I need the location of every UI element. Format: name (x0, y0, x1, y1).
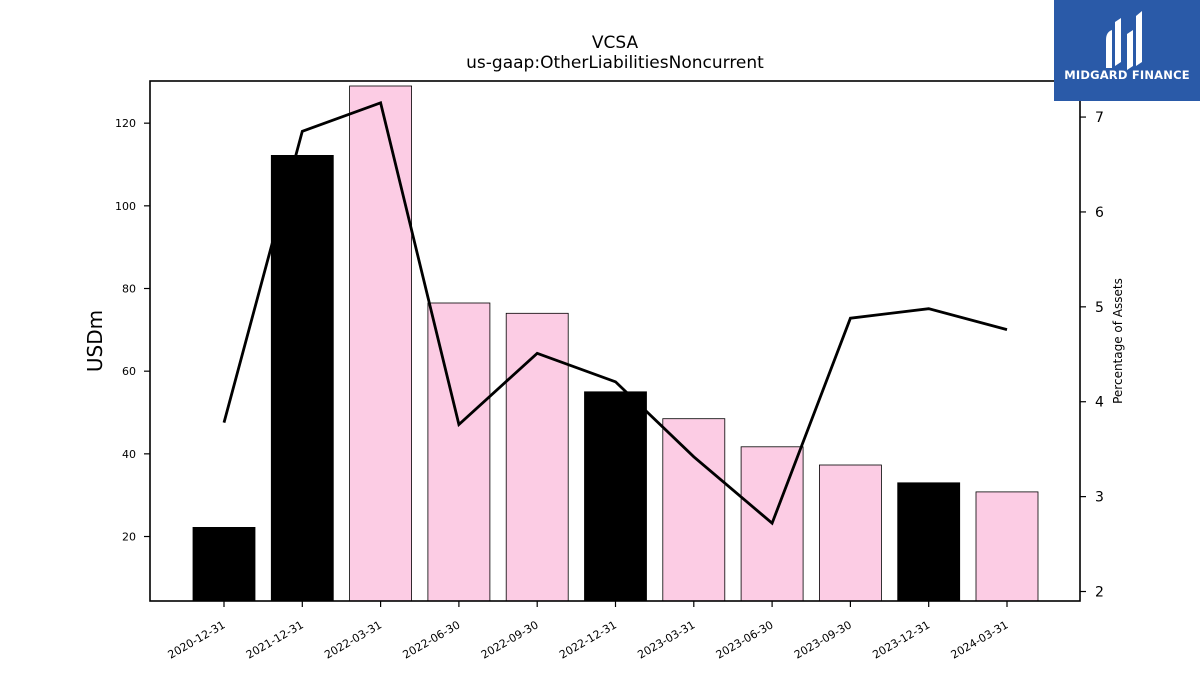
y-tick-label: 100 (115, 200, 136, 213)
brand-logo: MIDGARD FINANCE (1054, 0, 1200, 101)
bar-2021-12-31 (270, 154, 334, 602)
x-tick-label: 2023-06-30 (714, 618, 776, 661)
y-axis-left: 20 40 60 80 100 120 (115, 117, 150, 544)
x-tick-label: 2023-09-30 (792, 618, 854, 661)
y2-tick-label: 6 (1095, 205, 1104, 221)
y-tick-label: 80 (122, 283, 136, 296)
y-axis-label: USDm (83, 310, 107, 372)
y2-tick-label: 2 (1095, 585, 1104, 601)
x-tick-label: 2023-03-31 (635, 618, 697, 661)
x-tick-label: 2024-03-31 (949, 618, 1011, 661)
x-tick-label: 2022-12-31 (557, 618, 619, 661)
y-axis-right: 2 3 4 5 6 7 (1080, 110, 1104, 601)
bar-2023-03-31 (662, 418, 726, 602)
logo-mark-icon (1106, 11, 1142, 70)
chart-subtitle: us-gaap:OtherLiabilitiesNoncurrent (466, 53, 764, 73)
y-tick-label: 120 (115, 117, 136, 130)
y2-axis-label: Percentage of Assets (1111, 278, 1125, 404)
y-tick-label: 20 (122, 531, 136, 544)
x-tick-label: 2022-09-30 (479, 618, 541, 661)
bar-2023-12-31 (897, 482, 961, 602)
bar-2022-06-30 (427, 302, 491, 602)
bar-2022-03-31 (349, 85, 413, 602)
chart-title: VCSA (592, 33, 639, 53)
logo-text: MIDGARD FINANCE (1064, 68, 1190, 82)
x-tick-label: 2021-12-31 (244, 618, 306, 661)
x-tick-label: 2022-03-31 (322, 618, 384, 661)
x-tick-label: 2022-06-30 (401, 618, 463, 661)
bars-group (192, 85, 1039, 602)
line-group (222, 100, 1008, 526)
y-tick-label: 60 (122, 365, 136, 378)
bar-2024-03-31 (975, 491, 1039, 602)
y2-tick-label: 7 (1095, 110, 1104, 126)
x-tick-label: 2023-12-31 (870, 618, 932, 661)
y2-tick-label: 3 (1095, 490, 1104, 506)
y-tick-label: 40 (122, 448, 136, 461)
x-axis: 2020-12-31 2021-12-31 2022-03-31 2022-06-30… (166, 601, 1011, 662)
percentage-line (222, 100, 1008, 526)
bar-2020-12-31 (192, 527, 256, 602)
bar-2022-12-31 (584, 391, 647, 602)
bar-2022-09-30 (505, 312, 569, 602)
bar-2023-09-30 (819, 464, 882, 602)
x-tick-label: 2020-12-31 (166, 618, 228, 661)
y2-tick-label: 5 (1095, 300, 1104, 316)
y2-tick-label: 4 (1095, 395, 1104, 411)
